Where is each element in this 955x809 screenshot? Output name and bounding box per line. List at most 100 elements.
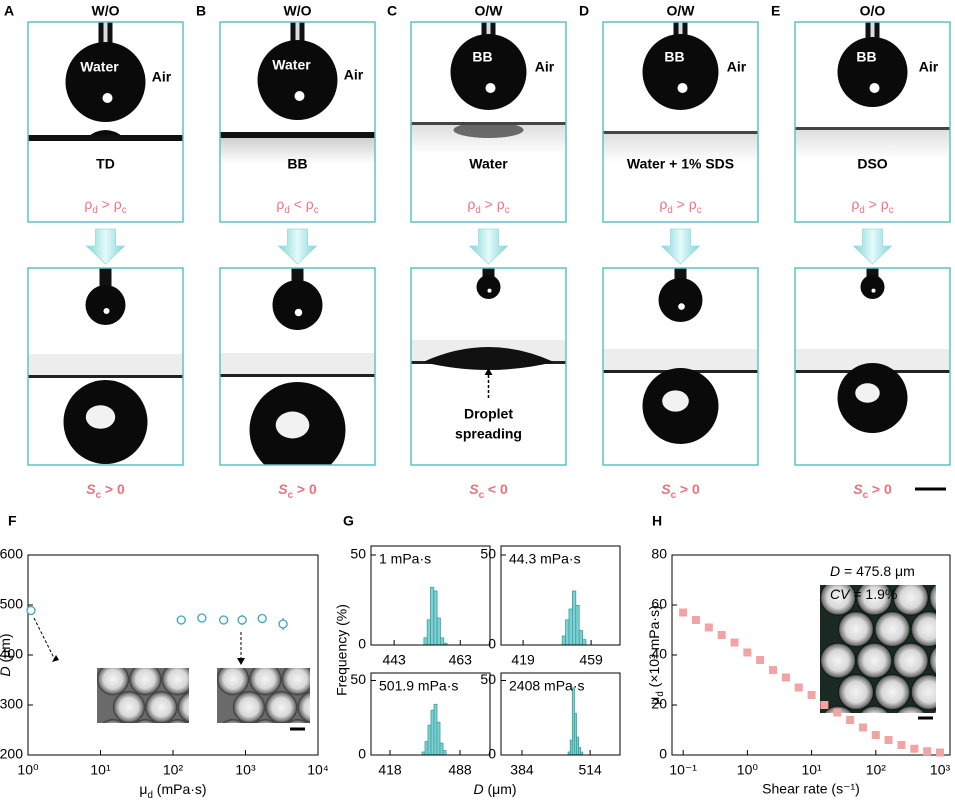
droplet-highlight <box>677 83 688 93</box>
panel-label: C <box>387 3 397 19</box>
bath-label: DSO <box>857 156 887 172</box>
phase-label: O/W <box>667 3 696 19</box>
data-point <box>807 691 816 699</box>
bead <box>820 585 857 616</box>
bottom-photo <box>603 268 758 465</box>
box-frame <box>410 21 567 223</box>
x-tick-label: 10⁻¹ <box>669 762 697 778</box>
bath-haze <box>603 349 758 371</box>
y-tick-label: 0 <box>488 636 496 652</box>
medium-label: Air <box>727 59 747 75</box>
bath-haze <box>28 354 183 376</box>
bead <box>97 668 130 696</box>
box-frame <box>794 267 951 466</box>
spreading-label-part: > 0 <box>101 481 125 497</box>
histogram-bar <box>430 709 435 756</box>
y-tick-label: 20 <box>651 696 667 712</box>
data-point <box>846 716 855 724</box>
spreading-label: Sc > 0 <box>661 481 700 501</box>
data-point <box>278 619 288 629</box>
droplet <box>658 278 703 322</box>
y-axis-label: Frequency (%) <box>334 604 350 696</box>
data-point <box>704 623 713 632</box>
x-tick-label: 418 <box>378 762 402 778</box>
x-tick-label: 10⁰ <box>17 762 39 778</box>
droplet-highlight <box>294 91 305 101</box>
droplet <box>642 34 719 110</box>
x-tick-label: 514 <box>578 762 602 778</box>
droplet <box>272 280 323 330</box>
data-point <box>176 615 186 625</box>
histogram-bar <box>439 742 444 756</box>
bead <box>856 585 893 616</box>
droplet-highlight <box>871 288 876 293</box>
box-frame <box>219 21 376 223</box>
bead <box>134 719 156 723</box>
density-label-part: c <box>697 205 702 216</box>
y-tick-label: 50 <box>480 671 496 687</box>
spreading-label-part: < 0 <box>484 481 508 497</box>
x-tick-label: 488 <box>448 762 472 778</box>
drop-label: BB <box>664 49 684 65</box>
bead <box>129 668 162 696</box>
histogram-bar <box>442 750 447 756</box>
annotation: CV = 1.9% <box>830 586 897 602</box>
histogram-bar <box>568 608 573 646</box>
y-tick-label: 50 <box>350 546 366 562</box>
data-point <box>910 744 919 753</box>
panel-label: B <box>196 3 206 19</box>
y-tick-label: 50 <box>480 546 496 562</box>
spreading-label-part: c <box>96 490 102 501</box>
x-axis-label: D (μm) <box>473 781 516 797</box>
box-frame <box>219 267 376 466</box>
x-tick-label: 463 <box>449 652 473 668</box>
bead <box>837 673 875 711</box>
x-axis-label-part: (mPa·s) <box>153 781 207 797</box>
drop-label: BB <box>472 49 492 65</box>
phase-label: O/O <box>860 3 886 19</box>
x-axis-label-part: μ <box>139 781 147 797</box>
data-point <box>691 616 700 624</box>
bead <box>932 709 936 713</box>
droplet <box>860 275 885 299</box>
bath-label: Water <box>469 156 508 172</box>
droplet-highlight <box>487 288 492 293</box>
annotation-part: D <box>830 563 840 579</box>
transition-arrow <box>852 228 893 265</box>
subplot-title: 1 mPa·s <box>379 551 431 567</box>
bead <box>167 719 189 723</box>
x-tick-label: 10¹ <box>801 762 822 778</box>
box-frame <box>410 267 567 466</box>
plot-frame <box>500 672 621 756</box>
x-tick-label: 10³ <box>235 762 256 778</box>
data-point <box>871 731 880 739</box>
panel-label: D <box>579 3 589 19</box>
top-photo <box>603 22 758 222</box>
bead <box>265 691 298 723</box>
droplet-highlight <box>103 308 110 314</box>
bath-haze <box>220 134 375 164</box>
density-label-part: d <box>667 205 672 216</box>
spreading-label-part: c <box>479 490 485 501</box>
sunk-highlight <box>85 405 116 429</box>
annotation-part: = 475.8 μm <box>840 563 915 579</box>
data-point <box>679 608 688 617</box>
y-tick-label: 0 <box>488 746 496 762</box>
bath-label: TD <box>96 156 115 172</box>
bath-label: BB <box>287 156 307 172</box>
subplot-title: 501.9 mPa·s <box>379 678 458 694</box>
box-frame <box>602 267 759 466</box>
substrate-line <box>795 127 950 130</box>
plot-frame <box>500 545 621 646</box>
spreading-label: Sc > 0 <box>86 481 125 501</box>
spreading-label-part: c <box>671 490 677 501</box>
needle-bore <box>678 22 683 44</box>
droplet <box>257 40 338 120</box>
bath-haze <box>220 353 375 375</box>
bead <box>928 585 936 612</box>
density-label-part: > ρ <box>673 196 697 212</box>
bead <box>892 642 929 679</box>
spreading-label-part: > 0 <box>293 481 317 497</box>
bead <box>910 673 936 711</box>
